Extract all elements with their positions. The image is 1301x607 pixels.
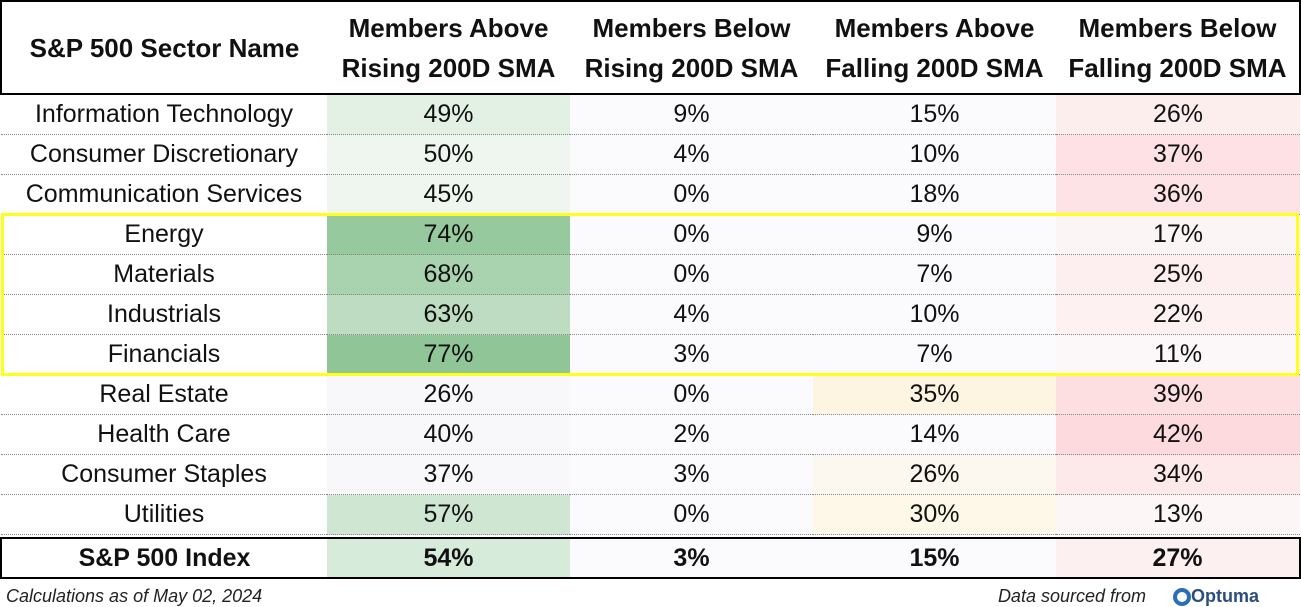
header-cell: Members Below Falling 200D SMA bbox=[1056, 0, 1301, 95]
table-row: Industrials 63% 4% 10% 22% bbox=[1, 294, 1300, 335]
sector-name: Consumer Discretionary bbox=[1, 134, 327, 175]
table-row: Materials 68% 0% 7% 25% bbox=[1, 254, 1300, 295]
percent-cell: 40% bbox=[327, 414, 570, 455]
percent-cell: 7% bbox=[813, 334, 1056, 375]
total-cell: 15% bbox=[813, 537, 1056, 579]
table-row: Communication Services 45% 0% 18% 36% bbox=[1, 174, 1300, 215]
percent-cell: 18% bbox=[813, 174, 1056, 215]
percent-cell: 9% bbox=[813, 214, 1056, 255]
percent-cell: 7% bbox=[813, 254, 1056, 295]
total-cell: 54% bbox=[327, 537, 570, 579]
percent-cell: 4% bbox=[570, 134, 813, 175]
table-row: Real Estate 26% 0% 35% 39% bbox=[1, 374, 1300, 415]
sector-name: Utilities bbox=[1, 494, 327, 535]
sector-name: Energy bbox=[1, 214, 327, 255]
table-row: Utilities 57% 0% 30% 13% bbox=[1, 494, 1300, 535]
percent-cell: 0% bbox=[570, 214, 813, 255]
table-row: Consumer Discretionary 50% 4% 10% 37% bbox=[1, 134, 1300, 175]
footer-note: Calculations as of May 02, 2024 bbox=[6, 586, 263, 606]
percent-cell: 26% bbox=[813, 454, 1056, 495]
sector-name: Materials bbox=[1, 254, 327, 295]
sector-name: Financials bbox=[1, 334, 327, 375]
table-row: Energy 74% 0% 9% 17% bbox=[1, 214, 1300, 255]
sector-name: Communication Services bbox=[1, 174, 327, 215]
percent-cell: 0% bbox=[570, 494, 813, 535]
sector-name: Real Estate bbox=[1, 374, 327, 415]
table-row: Information Technology 49% 9% 15% 26% bbox=[1, 94, 1300, 135]
sector-name: Industrials bbox=[1, 294, 327, 335]
percent-cell: 15% bbox=[813, 94, 1056, 135]
percent-cell: 4% bbox=[570, 294, 813, 335]
percent-cell: 50% bbox=[327, 134, 570, 175]
percent-cell: 13% bbox=[1056, 494, 1300, 535]
percent-cell: 37% bbox=[1056, 134, 1300, 175]
percent-cell: 77% bbox=[327, 334, 570, 375]
header-cell: Members Below Rising 200D SMA bbox=[570, 0, 813, 95]
header-cell: Members Above Rising 200D SMA bbox=[327, 0, 570, 95]
percent-cell: 26% bbox=[1056, 94, 1300, 135]
percent-cell: 26% bbox=[327, 374, 570, 415]
percent-cell: 0% bbox=[570, 374, 813, 415]
table-row: Health Care 40% 2% 14% 42% bbox=[1, 414, 1300, 455]
percent-cell: 37% bbox=[327, 454, 570, 495]
percent-cell: 22% bbox=[1056, 294, 1300, 335]
percent-cell: 3% bbox=[570, 334, 813, 375]
sector-name: Consumer Staples bbox=[1, 454, 327, 495]
percent-cell: 0% bbox=[570, 254, 813, 295]
percent-cell: 49% bbox=[327, 94, 570, 135]
sector-name: Information Technology bbox=[1, 94, 327, 135]
percent-cell: 11% bbox=[1056, 334, 1300, 375]
percent-cell: 68% bbox=[327, 254, 570, 295]
percent-cell: 74% bbox=[327, 214, 570, 255]
percent-cell: 34% bbox=[1056, 454, 1300, 495]
table-body: Information Technology 49% 9% 15% 26% Consume… bbox=[0, 94, 1301, 579]
footer-source: Data sourced from bbox=[997, 586, 1146, 606]
header-cell: Members Above Falling 200D SMA bbox=[813, 0, 1056, 95]
percent-cell: 2% bbox=[570, 414, 813, 455]
percent-cell: 39% bbox=[1056, 374, 1300, 415]
percent-cell: 17% bbox=[1056, 214, 1300, 255]
percent-cell: 10% bbox=[813, 134, 1056, 175]
percent-cell: 0% bbox=[570, 174, 813, 215]
header-row: S&P 500 Sector Name Members Above Rising … bbox=[0, 0, 1301, 95]
sector-name: Health Care bbox=[1, 414, 327, 455]
total-row: S&P 500 Index 54% 3% 15% 27% bbox=[0, 537, 1301, 579]
percent-cell: 3% bbox=[570, 454, 813, 495]
percent-cell: 57% bbox=[327, 494, 570, 535]
percent-cell: 10% bbox=[813, 294, 1056, 335]
percent-cell: 63% bbox=[327, 294, 570, 335]
percent-cell: 14% bbox=[813, 414, 1056, 455]
logo: Optuma bbox=[1190, 586, 1259, 606]
percent-cell: 30% bbox=[813, 494, 1056, 535]
logo-icon bbox=[1173, 588, 1191, 606]
percent-cell: 36% bbox=[1056, 174, 1300, 215]
table-row: Consumer Staples 37% 3% 26% 34% bbox=[1, 454, 1300, 495]
total-cell: 3% bbox=[570, 537, 813, 579]
total-name: S&P 500 Index bbox=[0, 537, 327, 579]
percent-cell: 9% bbox=[570, 94, 813, 135]
percent-cell: 45% bbox=[327, 174, 570, 215]
header-cell: S&P 500 Sector Name bbox=[0, 0, 327, 95]
table-row: Financials 77% 3% 7% 11% bbox=[1, 334, 1300, 375]
percent-cell: 42% bbox=[1056, 414, 1300, 455]
sector-table: S&P 500 Sector Name Members Above Rising … bbox=[0, 0, 1301, 579]
total-cell: 27% bbox=[1056, 537, 1301, 579]
percent-cell: 25% bbox=[1056, 254, 1300, 295]
percent-cell: 35% bbox=[813, 374, 1056, 415]
